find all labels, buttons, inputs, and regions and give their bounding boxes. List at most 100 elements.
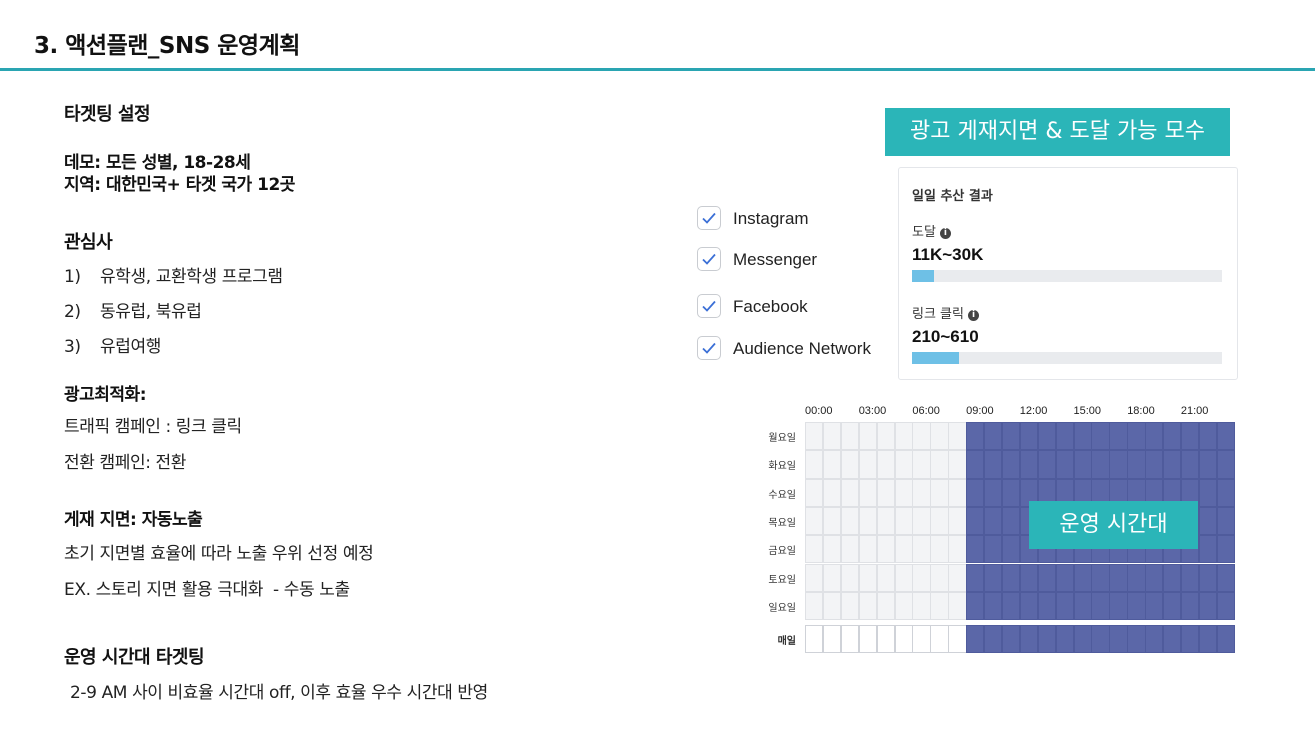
schedule-cell[interactable] bbox=[1127, 563, 1146, 592]
schedule-cell[interactable] bbox=[1037, 563, 1057, 592]
schedule-cell[interactable] bbox=[1001, 506, 1021, 536]
schedule-cell[interactable] bbox=[858, 450, 878, 479]
schedule-cell[interactable] bbox=[948, 478, 967, 507]
schedule-cell[interactable] bbox=[1145, 450, 1164, 479]
schedule-cell[interactable] bbox=[912, 563, 931, 592]
schedule-cell[interactable] bbox=[805, 591, 824, 621]
schedule-cell[interactable] bbox=[912, 535, 931, 564]
schedule-cell[interactable] bbox=[805, 625, 824, 654]
schedule-cell[interactable] bbox=[894, 591, 913, 621]
schedule-cell[interactable] bbox=[840, 506, 860, 536]
schedule-cell[interactable] bbox=[984, 563, 1003, 592]
schedule-cell[interactable] bbox=[1216, 506, 1236, 536]
schedule-cell[interactable] bbox=[1019, 422, 1039, 451]
schedule-cell[interactable] bbox=[858, 535, 878, 564]
schedule-cell[interactable] bbox=[876, 625, 895, 654]
schedule-cell[interactable] bbox=[930, 563, 949, 592]
schedule-cell[interactable] bbox=[1019, 478, 1039, 507]
schedule-cell[interactable] bbox=[948, 535, 967, 564]
schedule-cell[interactable] bbox=[1109, 450, 1128, 479]
schedule-cell[interactable] bbox=[984, 450, 1003, 479]
schedule-cell[interactable] bbox=[930, 450, 949, 479]
schedule-cell[interactable] bbox=[1198, 591, 1218, 621]
schedule-cell[interactable] bbox=[840, 625, 860, 654]
schedule-cell[interactable] bbox=[1163, 450, 1182, 479]
schedule-cell[interactable] bbox=[894, 625, 913, 654]
schedule-cell[interactable] bbox=[1180, 422, 1200, 451]
schedule-cell[interactable] bbox=[948, 591, 967, 621]
schedule-cell[interactable] bbox=[876, 591, 895, 621]
checkbox[interactable] bbox=[697, 247, 721, 271]
schedule-cell[interactable] bbox=[912, 478, 931, 507]
schedule-cell[interactable] bbox=[966, 591, 985, 621]
schedule-cell[interactable] bbox=[822, 563, 842, 592]
schedule-cell[interactable] bbox=[1019, 563, 1039, 592]
schedule-cell[interactable] bbox=[858, 591, 878, 621]
schedule-cell[interactable] bbox=[805, 535, 824, 564]
schedule-cell[interactable] bbox=[894, 478, 913, 507]
schedule-cell[interactable] bbox=[1055, 422, 1074, 451]
schedule-cell[interactable] bbox=[1001, 535, 1021, 564]
schedule-cell[interactable] bbox=[822, 450, 842, 479]
schedule-cell[interactable] bbox=[1180, 563, 1200, 592]
schedule-cell[interactable] bbox=[858, 506, 878, 536]
schedule-cell[interactable] bbox=[948, 422, 967, 451]
schedule-cell[interactable] bbox=[822, 591, 842, 621]
schedule-cell[interactable] bbox=[1216, 422, 1236, 451]
schedule-cell[interactable] bbox=[1073, 422, 1092, 451]
info-icon[interactable]: i bbox=[939, 228, 951, 239]
schedule-cell[interactable] bbox=[1073, 625, 1092, 654]
schedule-cell[interactable] bbox=[1145, 625, 1164, 654]
schedule-cell[interactable] bbox=[966, 506, 985, 536]
schedule-cell[interactable] bbox=[1198, 478, 1218, 507]
checkbox[interactable] bbox=[697, 206, 721, 230]
schedule-cell[interactable] bbox=[984, 422, 1003, 451]
schedule-cell[interactable] bbox=[1180, 591, 1200, 621]
schedule-cell[interactable] bbox=[1163, 422, 1182, 451]
schedule-cell[interactable] bbox=[894, 506, 913, 536]
schedule-cell[interactable] bbox=[894, 563, 913, 592]
schedule-cell[interactable] bbox=[1091, 591, 1110, 621]
schedule-cell[interactable] bbox=[930, 506, 949, 536]
schedule-cell[interactable] bbox=[966, 535, 985, 564]
schedule-cell[interactable] bbox=[1109, 563, 1128, 592]
schedule-cell[interactable] bbox=[1216, 478, 1236, 507]
schedule-cell[interactable] bbox=[840, 422, 860, 451]
schedule-cell[interactable] bbox=[1109, 591, 1128, 621]
schedule-cell[interactable] bbox=[1163, 591, 1182, 621]
schedule-cell[interactable] bbox=[876, 450, 895, 479]
schedule-cell[interactable] bbox=[805, 506, 824, 536]
schedule-cell[interactable] bbox=[1091, 625, 1110, 654]
schedule-cell[interactable] bbox=[822, 478, 842, 507]
checkbox[interactable] bbox=[697, 294, 721, 318]
schedule-cell[interactable] bbox=[822, 422, 842, 451]
schedule-cell[interactable] bbox=[858, 625, 878, 654]
schedule-cell[interactable] bbox=[1037, 591, 1057, 621]
schedule-cell[interactable] bbox=[1198, 422, 1218, 451]
schedule-cell[interactable] bbox=[1073, 563, 1092, 592]
schedule-cell[interactable] bbox=[1109, 625, 1128, 654]
schedule-cell[interactable] bbox=[805, 563, 824, 592]
checkbox[interactable] bbox=[697, 336, 721, 360]
schedule-cell[interactable] bbox=[1127, 450, 1146, 479]
schedule-cell[interactable] bbox=[1001, 591, 1021, 621]
schedule-cell[interactable] bbox=[912, 450, 931, 479]
schedule-cell[interactable] bbox=[966, 450, 985, 479]
schedule-cell[interactable] bbox=[1198, 563, 1218, 592]
schedule-cell[interactable] bbox=[912, 506, 931, 536]
schedule-cell[interactable] bbox=[876, 506, 895, 536]
schedule-cell[interactable] bbox=[1001, 478, 1021, 507]
schedule-cell[interactable] bbox=[1216, 625, 1236, 654]
info-icon[interactable]: i bbox=[967, 310, 979, 321]
schedule-cell[interactable] bbox=[1145, 422, 1164, 451]
schedule-cell[interactable] bbox=[1001, 450, 1021, 479]
schedule-cell[interactable] bbox=[858, 422, 878, 451]
schedule-cell[interactable] bbox=[1198, 625, 1218, 654]
schedule-cell[interactable] bbox=[1127, 422, 1146, 451]
schedule-cell[interactable] bbox=[948, 506, 967, 536]
schedule-cell[interactable] bbox=[930, 535, 949, 564]
schedule-cell[interactable] bbox=[840, 535, 860, 564]
schedule-cell[interactable] bbox=[1127, 591, 1146, 621]
schedule-cell[interactable] bbox=[822, 625, 842, 654]
schedule-cell[interactable] bbox=[930, 625, 949, 654]
